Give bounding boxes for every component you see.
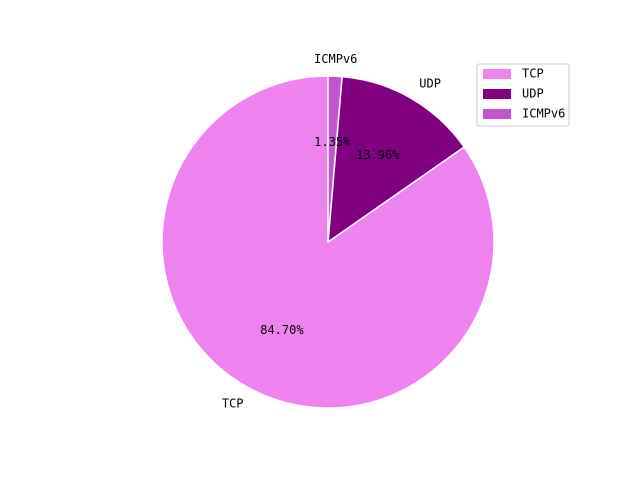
slice-percent-icmpv6: 1.35% <box>314 135 351 149</box>
pie-slice-icmpv6 <box>327 75 343 243</box>
slice-label-tcp: TCP <box>222 396 244 410</box>
pie-slice-udp <box>327 75 465 243</box>
slice-label-udp: UDP <box>419 76 441 90</box>
slice-percent-udp: 13.96% <box>356 148 400 162</box>
pie-slices <box>161 75 495 409</box>
legend-swatch-icmpv6 <box>483 109 511 119</box>
legend-swatch-udp <box>483 89 511 99</box>
pie-labels: TCP 84.70% UDP 13.96% ICMPv6 1.35% <box>222 52 441 410</box>
legend-label-udp: UDP <box>522 87 544 101</box>
legend-label-tcp: TCP <box>522 67 544 81</box>
slice-percent-tcp: 84.70% <box>260 323 304 337</box>
slice-label-icmpv6: ICMPv6 <box>314 52 357 66</box>
legend-label-icmpv6: ICMPv6 <box>522 107 565 121</box>
legend-swatch-tcp <box>483 69 511 79</box>
legend: TCP UDP ICMPv6 <box>476 63 570 127</box>
legend-items: TCP UDP ICMPv6 <box>483 67 565 121</box>
